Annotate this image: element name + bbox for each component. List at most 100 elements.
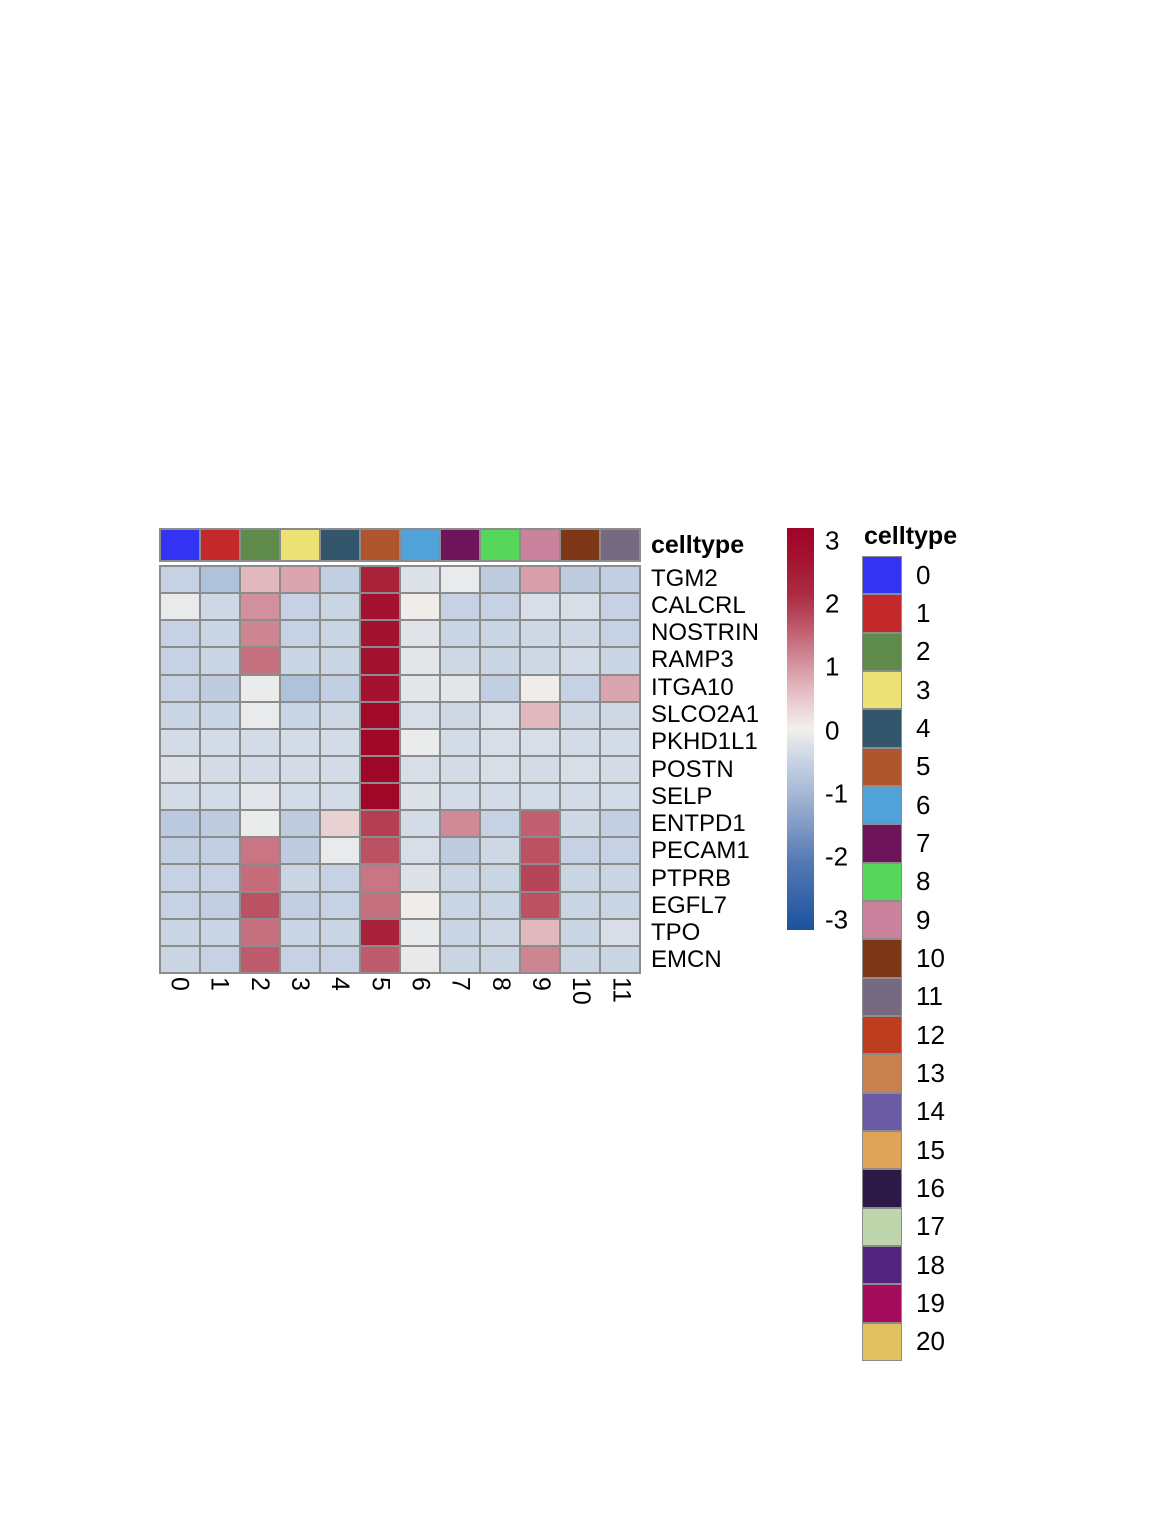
heatmap-cell bbox=[201, 919, 239, 945]
heatmap-cell bbox=[441, 919, 479, 945]
annotation-cell-7 bbox=[441, 530, 479, 560]
heatmap-cell bbox=[401, 838, 439, 864]
heatmap-cell bbox=[521, 648, 559, 674]
heatmap-cell bbox=[361, 621, 399, 647]
heatmap-cell bbox=[281, 838, 319, 864]
heatmap-cell bbox=[321, 865, 359, 891]
legend-label: 4 bbox=[916, 712, 931, 743]
heatmap-cell bbox=[321, 811, 359, 837]
col-label-4: 4 bbox=[326, 977, 355, 991]
heatmap-cell bbox=[241, 594, 279, 620]
legend-item-16: 16 bbox=[862, 1169, 945, 1208]
heatmap-cell bbox=[321, 567, 359, 593]
heatmap-cell bbox=[241, 946, 279, 972]
heatmap-cell bbox=[601, 702, 639, 728]
heatmap-cell bbox=[361, 756, 399, 783]
heatmap-cell bbox=[441, 946, 479, 972]
heatmap-cell bbox=[561, 919, 599, 945]
annotation-cell-2 bbox=[241, 530, 279, 560]
heatmap-cell bbox=[561, 946, 599, 972]
col-label-7: 7 bbox=[446, 977, 475, 991]
heatmap-cell bbox=[201, 784, 239, 810]
heatmap-cell bbox=[521, 594, 559, 620]
heatmap-cell bbox=[401, 811, 439, 837]
heatmap-cell bbox=[281, 865, 319, 891]
heatmap-grid bbox=[159, 565, 641, 974]
heatmap-cell bbox=[481, 784, 519, 810]
heatmap-cell bbox=[601, 756, 639, 783]
row-label-PTPRB: PTPRB bbox=[651, 864, 732, 892]
heatmap-cell bbox=[441, 865, 479, 891]
heatmap-cell bbox=[481, 865, 519, 891]
heatmap-cell bbox=[161, 702, 199, 728]
legend-label: 2 bbox=[916, 636, 931, 667]
heatmap-cell bbox=[601, 919, 639, 945]
heatmap-cell bbox=[161, 865, 199, 891]
legend-label: 8 bbox=[916, 866, 931, 897]
heatmap-cell bbox=[241, 702, 279, 728]
col-label-5: 5 bbox=[366, 977, 395, 991]
heatmap-cell bbox=[241, 892, 279, 918]
row-label-POSTN: POSTN bbox=[651, 755, 734, 783]
heatmap-cell bbox=[561, 567, 599, 593]
legend-swatch-6 bbox=[862, 785, 902, 825]
heatmap-cell bbox=[481, 811, 519, 837]
heatmap-cell bbox=[481, 675, 519, 701]
heatmap-cell bbox=[601, 838, 639, 864]
heatmap-cell bbox=[481, 594, 519, 620]
heatmap-cell bbox=[241, 784, 279, 810]
heatmap-cell bbox=[401, 675, 439, 701]
heatmap-cell bbox=[361, 892, 399, 918]
heatmap-cell bbox=[521, 784, 559, 810]
heatmap-cell bbox=[281, 594, 319, 620]
heatmap-cell bbox=[161, 567, 199, 593]
heatmap-cell bbox=[481, 946, 519, 972]
row-label-PKHD1L1: PKHD1L1 bbox=[651, 728, 758, 756]
colorbar-tick-2: 2 bbox=[825, 588, 840, 619]
legend-label: 17 bbox=[916, 1211, 945, 1242]
heatmap-cell bbox=[321, 621, 359, 647]
annotation-cell-9 bbox=[521, 530, 559, 560]
row-label-SELP: SELP bbox=[651, 782, 713, 810]
heatmap-cell bbox=[201, 567, 239, 593]
heatmap-cell bbox=[201, 756, 239, 783]
legend-swatch-2 bbox=[862, 632, 902, 671]
heatmap-cell bbox=[361, 702, 399, 728]
heatmap-cell bbox=[481, 648, 519, 674]
heatmap-cell bbox=[401, 594, 439, 620]
heatmap-cell bbox=[321, 892, 359, 918]
heatmap-cell bbox=[401, 892, 439, 918]
heatmap-cell bbox=[281, 702, 319, 728]
heatmap-cell bbox=[481, 621, 519, 647]
legend-item-0: 0 bbox=[862, 556, 945, 595]
legend-swatch-3 bbox=[862, 670, 902, 710]
heatmap-cell bbox=[441, 838, 479, 864]
legend-swatch-19 bbox=[862, 1284, 902, 1323]
annotation-cell-11 bbox=[601, 530, 639, 560]
heatmap-cell bbox=[201, 594, 239, 620]
heatmap-cell bbox=[561, 675, 599, 701]
heatmap-cell bbox=[161, 594, 199, 620]
heatmap-cell bbox=[201, 838, 239, 864]
heatmap-cell bbox=[321, 919, 359, 945]
heatmap-cell bbox=[521, 838, 559, 864]
heatmap-cell bbox=[281, 567, 319, 593]
legend-swatch-20 bbox=[862, 1322, 902, 1361]
heatmap-cell bbox=[561, 621, 599, 647]
heatmap-cell bbox=[601, 946, 639, 972]
heatmap-cell bbox=[441, 702, 479, 728]
heatmap-cell bbox=[561, 838, 599, 864]
heatmap-cell bbox=[161, 621, 199, 647]
heatmap-cell bbox=[281, 675, 319, 701]
colorbar-tick--3: -3 bbox=[825, 904, 849, 935]
heatmap-cell bbox=[481, 729, 519, 755]
legend-label: 3 bbox=[916, 674, 931, 705]
heatmap-cell bbox=[201, 946, 239, 972]
legend-label: 7 bbox=[916, 827, 931, 858]
legend-label: 1 bbox=[916, 597, 931, 628]
heatmap-cell bbox=[401, 784, 439, 810]
legend-item-3: 3 bbox=[862, 670, 945, 710]
row-label-PECAM1: PECAM1 bbox=[651, 837, 750, 865]
colorbar-ticks: 3 2 1 0 -1 -2 -3 bbox=[825, 526, 885, 935]
legend-swatch-0 bbox=[862, 556, 902, 595]
